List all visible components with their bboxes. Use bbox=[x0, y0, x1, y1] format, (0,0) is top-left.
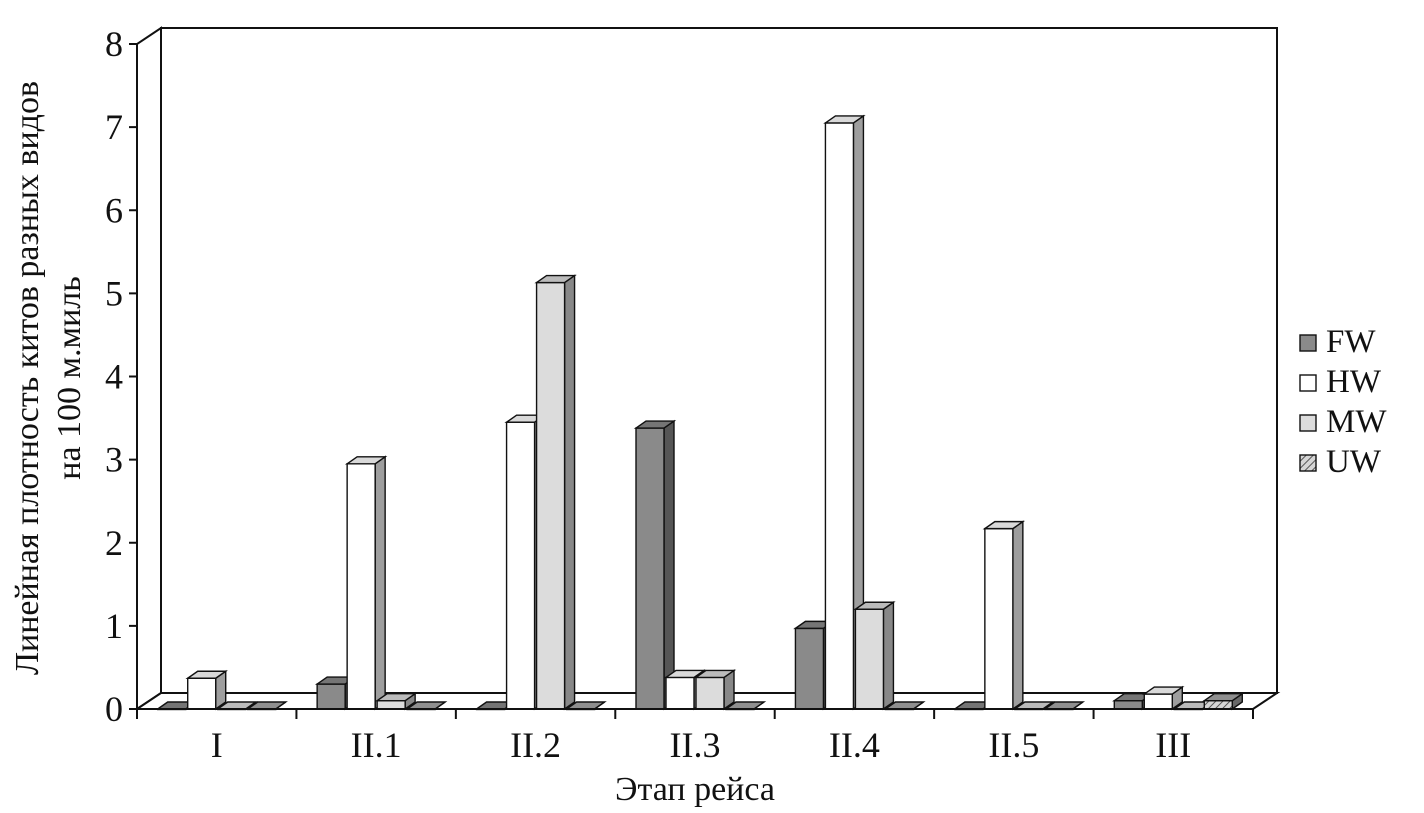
bar-hw-4 bbox=[823, 114, 866, 711]
bar-top bbox=[633, 420, 677, 429]
x-tick-label: I bbox=[211, 725, 223, 765]
bar-side bbox=[563, 274, 576, 711]
bar-top bbox=[823, 115, 866, 124]
legend-label: UW bbox=[1326, 444, 1382, 480]
bar-top bbox=[1142, 686, 1185, 695]
back-wall bbox=[160, 27, 1278, 694]
bar-front bbox=[1113, 699, 1143, 710]
y-tick-label: 2 bbox=[105, 523, 123, 563]
bar-side bbox=[374, 455, 386, 711]
y-tick-label: 8 bbox=[105, 24, 123, 64]
y-tick-label: 1 bbox=[105, 606, 123, 646]
legend-item-uw: UW bbox=[1299, 444, 1382, 480]
bar-side bbox=[663, 419, 675, 711]
bar-top bbox=[1202, 692, 1245, 702]
x-tick-label: II.1 bbox=[351, 725, 402, 765]
bar-uw-6 bbox=[1202, 692, 1245, 711]
y-tick-label: 3 bbox=[105, 440, 123, 480]
bar-top bbox=[185, 670, 228, 679]
bar-front bbox=[665, 676, 695, 710]
bars bbox=[155, 114, 1245, 711]
bar-mw-4 bbox=[853, 600, 896, 711]
y-axis-title: Линейная плотность китов разных видов на… bbox=[9, 81, 88, 675]
bar-front bbox=[316, 683, 346, 710]
x-tick-label: II.3 bbox=[670, 725, 721, 765]
bar-hw-0 bbox=[185, 669, 228, 711]
legend-item-mw: MW bbox=[1299, 404, 1387, 440]
y-tick-label: 5 bbox=[105, 273, 123, 313]
y-tick-label: 4 bbox=[105, 357, 123, 397]
y-tick-label: 6 bbox=[105, 190, 123, 230]
legend-label: FW bbox=[1326, 324, 1376, 360]
bar-fw-3 bbox=[633, 419, 677, 711]
bar-top bbox=[344, 456, 388, 465]
bar-side bbox=[882, 600, 895, 711]
legend-item-fw: FW bbox=[1299, 324, 1376, 360]
legend-label: MW bbox=[1326, 404, 1387, 440]
bar-top bbox=[982, 520, 1026, 530]
bar-front bbox=[505, 421, 536, 710]
bar-top bbox=[374, 692, 418, 702]
x-tick-label: II.2 bbox=[510, 725, 561, 765]
bar-front bbox=[824, 122, 855, 710]
bar-front bbox=[535, 281, 566, 710]
x-axis-title: Этап рейса bbox=[615, 771, 775, 808]
legend-swatch bbox=[1299, 374, 1317, 392]
y-axis: 0 1 2 3 4 5 6 7 8 bbox=[105, 24, 137, 729]
bar-top bbox=[663, 669, 707, 679]
bar-front bbox=[1143, 693, 1173, 710]
y-tick-label: 7 bbox=[105, 107, 123, 147]
x-tick-label: II.4 bbox=[829, 725, 880, 765]
bar-mw-2 bbox=[534, 274, 577, 711]
legend-label: HW bbox=[1326, 364, 1382, 400]
bar-hw-5 bbox=[982, 520, 1026, 711]
legend-swatch bbox=[1299, 414, 1317, 432]
legend-item-hw: HW bbox=[1299, 364, 1382, 400]
bar-top bbox=[693, 669, 737, 679]
legend: FW HW MW UW bbox=[1299, 324, 1387, 480]
y-axis-title-line1: Линейная плотность китов разных видов bbox=[9, 81, 46, 675]
left-wall bbox=[136, 26, 162, 711]
bar-front bbox=[854, 608, 885, 710]
bar-hw-1 bbox=[344, 455, 388, 711]
bar-front bbox=[376, 699, 406, 710]
bar-front bbox=[794, 627, 825, 710]
bar-mw-3 bbox=[693, 669, 737, 711]
x-tick-label: III bbox=[1155, 725, 1191, 765]
legend-swatch bbox=[1299, 334, 1317, 352]
y-axis-title-line2: на 100 м.миль bbox=[51, 276, 88, 480]
x-tick-label: II.5 bbox=[988, 725, 1039, 765]
bar-front bbox=[635, 427, 665, 710]
bar-hw-6 bbox=[1142, 685, 1185, 711]
bar-front bbox=[1203, 699, 1233, 710]
y-tick-label: 0 bbox=[105, 689, 123, 729]
bar-front bbox=[187, 677, 217, 710]
bar-fw-6 bbox=[1112, 692, 1155, 711]
bar-front bbox=[984, 527, 1014, 710]
bar-top bbox=[534, 274, 577, 284]
bar-front bbox=[346, 463, 376, 710]
bar-front bbox=[695, 676, 725, 710]
plot-walls bbox=[133, 26, 1281, 711]
legend-swatch bbox=[1299, 454, 1317, 472]
bar-side bbox=[1012, 520, 1024, 711]
x-axis: I II.1 II.2 II.3 II.4 II.5 III bbox=[136, 708, 1254, 765]
bar-top bbox=[853, 601, 896, 610]
